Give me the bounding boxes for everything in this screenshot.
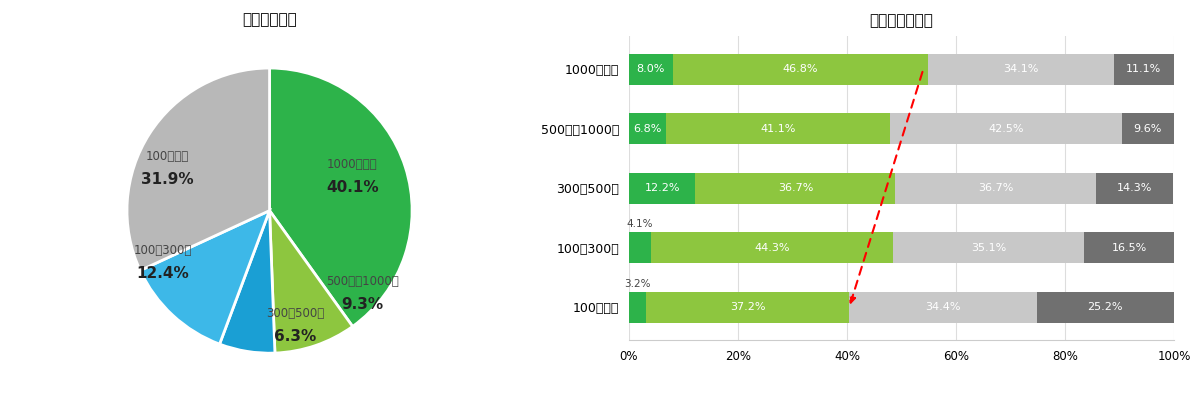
Text: 40.1%: 40.1% (326, 180, 379, 195)
Bar (893, 232, 1084, 263)
Text: 36.7%: 36.7% (778, 183, 813, 193)
Text: 300〜500名: 300〜500名 (266, 307, 325, 320)
Legend: とても満足している, 満足している, どちらかというと不満, かなり不満: とても満足している, 満足している, どちらかというと不満, かなり不満 (736, 403, 1067, 405)
Bar (629, 232, 652, 263)
Text: 11.1%: 11.1% (1126, 64, 1161, 74)
Wedge shape (140, 211, 270, 344)
Text: 31.9%: 31.9% (140, 172, 193, 187)
Title: 社員数別満足度: 社員数別満足度 (870, 13, 933, 28)
Text: 4.1%: 4.1% (627, 220, 653, 229)
Bar (1084, 232, 1174, 263)
Text: 9.3%: 9.3% (341, 297, 383, 312)
Text: 42.5%: 42.5% (988, 124, 1023, 134)
Text: 36.7%: 36.7% (978, 183, 1014, 193)
Wedge shape (270, 211, 352, 353)
Bar (629, 292, 647, 323)
Text: 16.5%: 16.5% (1112, 243, 1146, 253)
Bar (890, 113, 1121, 144)
Wedge shape (127, 68, 270, 271)
Text: 41.1%: 41.1% (761, 124, 795, 134)
Text: 6.8%: 6.8% (634, 124, 661, 134)
Text: 34.1%: 34.1% (1003, 64, 1039, 74)
Bar (1113, 54, 1174, 85)
Text: 35.1%: 35.1% (970, 243, 1006, 253)
Bar (895, 173, 1095, 204)
Bar (696, 173, 895, 204)
Text: 12.4%: 12.4% (137, 266, 189, 281)
Bar (629, 54, 672, 85)
Text: 34.4%: 34.4% (925, 303, 961, 312)
Bar (629, 173, 696, 204)
Text: 100〜300名: 100〜300名 (133, 244, 192, 257)
Text: 9.6%: 9.6% (1133, 124, 1162, 134)
Title: 社員数の割合: 社員数の割合 (242, 12, 297, 27)
Text: 12.2%: 12.2% (645, 183, 680, 193)
Bar (1095, 173, 1174, 204)
Text: 500名〜1000名: 500名〜1000名 (326, 275, 399, 288)
Bar (1036, 292, 1174, 323)
Text: 100名以下: 100名以下 (145, 150, 188, 163)
Text: 25.2%: 25.2% (1088, 303, 1123, 312)
Bar (1121, 113, 1174, 144)
Bar (652, 232, 893, 263)
Bar (927, 54, 1113, 85)
Bar (647, 292, 849, 323)
Text: 44.3%: 44.3% (755, 243, 789, 253)
Bar (629, 113, 666, 144)
Text: 46.8%: 46.8% (782, 64, 818, 74)
Text: 14.3%: 14.3% (1117, 183, 1152, 193)
Bar (849, 292, 1036, 323)
Bar (672, 54, 927, 85)
Text: 8.0%: 8.0% (636, 64, 665, 74)
Bar (666, 113, 890, 144)
Text: 3.2%: 3.2% (624, 279, 651, 289)
Text: 37.2%: 37.2% (730, 303, 766, 312)
Wedge shape (219, 211, 274, 353)
Wedge shape (270, 68, 412, 326)
Text: 6.3%: 6.3% (274, 328, 316, 343)
Text: 1000名以上: 1000名以上 (327, 158, 377, 171)
